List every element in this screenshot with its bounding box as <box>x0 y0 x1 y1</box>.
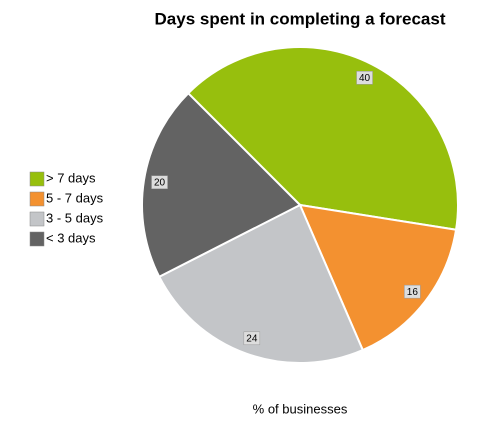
legend-label: 3 - 5 days <box>46 210 104 225</box>
label-bg <box>356 71 373 85</box>
legend-swatch <box>29 191 45 207</box>
axis-label: % of businesses <box>253 401 348 416</box>
label-bg <box>404 284 421 299</box>
pie-slice <box>298 203 458 352</box>
pie-slice <box>141 91 302 279</box>
data-label: 24 <box>246 333 258 344</box>
legend-label: 5 - 7 days <box>46 190 104 205</box>
data-label: 20 <box>154 177 166 188</box>
data-label: 40 <box>359 73 371 84</box>
legend-label: > 7 days <box>46 170 96 185</box>
label-bg <box>151 175 168 190</box>
pie-slice <box>186 46 459 231</box>
legend-swatch <box>29 211 45 227</box>
legend-swatch <box>29 171 45 187</box>
chart-title: Days spent in completing a forecast <box>155 9 446 28</box>
data-label: 16 <box>407 287 419 298</box>
legend-swatch <box>29 231 45 247</box>
label-bg <box>243 331 261 346</box>
legend-label: < 3 days <box>46 230 96 245</box>
pie-slice <box>157 203 365 364</box>
